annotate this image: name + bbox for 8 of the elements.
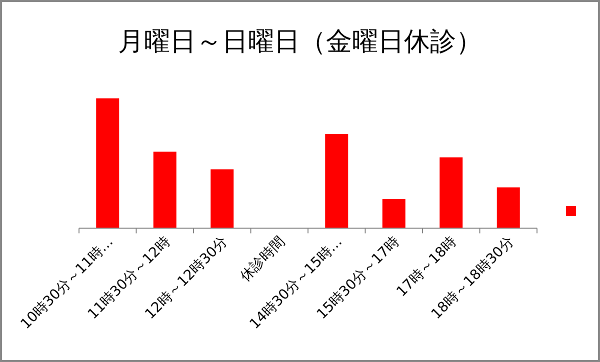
chart-title: 月曜日～日曜日（金曜日休診）: [118, 27, 482, 57]
bar: [382, 199, 406, 228]
bar: [210, 169, 234, 228]
bar: [496, 187, 520, 228]
bar: [440, 157, 463, 228]
bar: [325, 134, 348, 228]
bar: [96, 98, 120, 228]
bar: [153, 152, 176, 228]
